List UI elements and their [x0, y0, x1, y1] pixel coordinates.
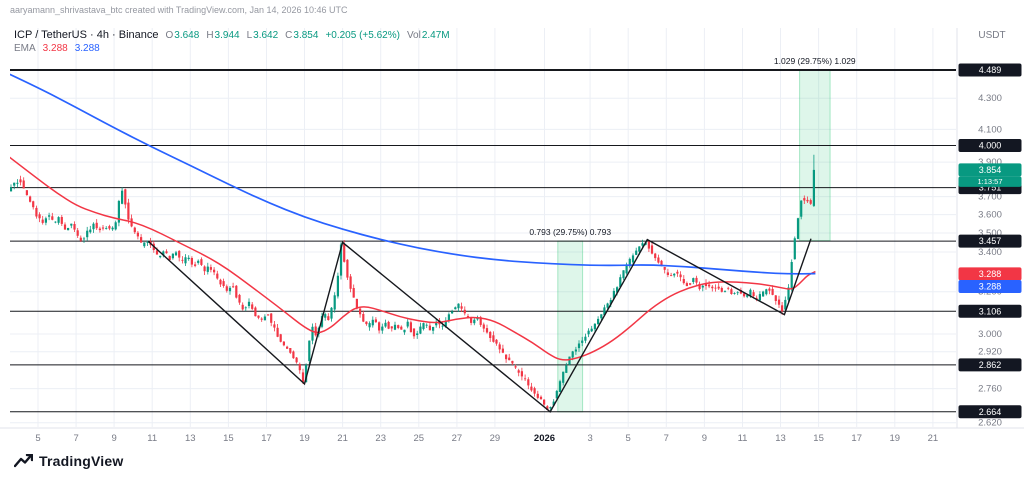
ema-red-line: [10, 156, 816, 361]
time-tick-label: 19: [299, 433, 310, 444]
trend-line[interactable]: [147, 238, 812, 413]
svg-text:2.862: 2.862: [979, 360, 1002, 370]
tradingview-logo[interactable]: TradingView: [14, 453, 123, 469]
time-tick-label: 7: [664, 433, 669, 444]
close-value: 3.854: [293, 30, 319, 41]
symbol-title[interactable]: ICP / TetherUS · 4h · Binance: [14, 29, 159, 41]
price-tick-label: 4.100: [978, 124, 1002, 135]
candles-layer: [10, 154, 815, 411]
time-tick-label: 29: [490, 433, 501, 444]
ema-blue-value: 3.288: [74, 43, 100, 54]
time-tick-label: 15: [813, 433, 824, 444]
price-axis-badge: 2.862: [958, 358, 1022, 372]
low-value: 3.642: [253, 30, 279, 41]
volume-label: Vol: [406, 30, 421, 41]
time-tick-label: 2026: [534, 433, 555, 444]
time-tick-label: 11: [738, 433, 748, 444]
price-axis-badge: 4.489: [958, 63, 1022, 77]
measurement-labels: 0.793 (29.75%) 0.793 1.029 (29.75%) 1.029: [529, 56, 856, 237]
price-tick-label: 2.760: [978, 384, 1002, 395]
indicator-row[interactable]: EMA 3.288 3.288: [14, 43, 450, 57]
time-tick-label: 5: [35, 433, 40, 444]
price-axis-badge: 3.106: [958, 304, 1022, 318]
tradingview-logo-text: TradingView: [39, 453, 124, 469]
time-tick-label: 9: [111, 433, 116, 444]
quote-currency-label: USDT: [978, 30, 1006, 41]
price-axis-badge: 3.457: [958, 234, 1022, 248]
measurement-bands: [557, 69, 831, 413]
time-tick-label: 13: [775, 433, 786, 444]
price-range-label: 1.029 (29.75%) 1.029: [774, 56, 856, 66]
open-value: 3.648: [174, 30, 200, 41]
volume-value: 2.47M: [421, 30, 450, 41]
tradingview-logo-icon: [14, 453, 33, 467]
svg-text:1:13:57: 1:13:57: [977, 177, 1002, 186]
svg-text:3.106: 3.106: [979, 306, 1002, 316]
time-tick-label: 11: [147, 433, 157, 444]
price-tick-label: 2.920: [978, 347, 1002, 358]
svg-text:3.288: 3.288: [979, 269, 1002, 279]
svg-text:2.664: 2.664: [979, 407, 1002, 417]
time-tick-label: 13: [185, 433, 196, 444]
ema-blue-line: [10, 73, 816, 275]
time-tick-label: 15: [223, 433, 234, 444]
ema-indicator-label[interactable]: EMA: [14, 43, 36, 54]
price-tick-label: 3.900: [978, 157, 1002, 168]
price-tick-label: 3.000: [978, 329, 1002, 340]
price-axis-badge: 3.288: [958, 280, 1022, 293]
low-label: L: [246, 30, 253, 41]
time-axis[interactable]: 5 7 9 11 13 15 17 19 21 23 25 27 29 2026 3 5 7 9 11 13 15 17 1…: [35, 433, 938, 444]
time-tick-label: 7: [73, 433, 78, 444]
time-tick-label: 9: [702, 433, 707, 444]
price-range-band[interactable]: [557, 240, 584, 413]
svg-text:3.457: 3.457: [979, 236, 1002, 246]
last-price-badge: 3.854: [958, 163, 1022, 177]
time-tick-label: 3: [587, 433, 592, 444]
time-tick-label: 17: [851, 433, 862, 444]
time-tick-label: 23: [375, 433, 386, 444]
attribution-text: aaryamann_shrivastava_btc created with T…: [10, 5, 348, 15]
price-axis-badge: 3.288: [958, 267, 1022, 281]
price-axis[interactable]: 4.3004.1003.9003.7003.6003.5003.4003.200…: [958, 63, 1022, 429]
time-tick-label: 21: [337, 433, 348, 444]
price-axis-badge: 2.664: [958, 405, 1022, 419]
price-axis-badge: 4.000: [958, 139, 1022, 152]
svg-text:4.489: 4.489: [979, 65, 1002, 75]
high-label: H: [206, 30, 214, 41]
price-range-band[interactable]: [799, 69, 831, 242]
price-tick-label: 3.500: [978, 228, 1002, 239]
level-lines: [10, 69, 956, 413]
time-tick-label: 5: [626, 433, 631, 444]
price-tick-label: 3.600: [978, 210, 1002, 221]
svg-text:3.288: 3.288: [979, 282, 1002, 292]
price-tick-label: 3.400: [978, 247, 1002, 258]
high-value: 3.944: [214, 30, 240, 41]
svg-text:4.000: 4.000: [979, 141, 1002, 151]
svg-text:3.854: 3.854: [979, 165, 1002, 175]
change-value: +0.205 (+5.62%): [325, 30, 400, 41]
time-tick-label: 17: [261, 433, 272, 444]
ema-red-value: 3.288: [42, 43, 68, 54]
symbol-row[interactable]: ICP / TetherUS · 4h · Binance O 3.648 H 3.…: [14, 29, 450, 43]
axis-separators: [0, 28, 1024, 429]
zigzag-trendline: [147, 238, 812, 413]
price-tick-label: 2.620: [978, 418, 1002, 429]
grid-layer: [10, 28, 956, 427]
candle-countdown-badge: 1:13:57: [958, 176, 1022, 187]
time-tick-label: 21: [928, 433, 939, 444]
symbol-legend: ICP / TetherUS · 4h · Binance O 3.648 H 3.…: [14, 29, 450, 57]
price-tick-label: 3.700: [978, 192, 1002, 203]
close-label: C: [285, 30, 293, 41]
time-tick-label: 25: [414, 433, 425, 444]
price-range-label: 0.793 (29.75%) 0.793: [529, 227, 611, 237]
open-label: O: [165, 30, 174, 41]
svg-text:3.751: 3.751: [979, 183, 1002, 193]
time-tick-label: 19: [890, 433, 901, 444]
price-tick-label: 4.300: [978, 93, 1002, 104]
time-tick-label: 27: [452, 433, 463, 444]
